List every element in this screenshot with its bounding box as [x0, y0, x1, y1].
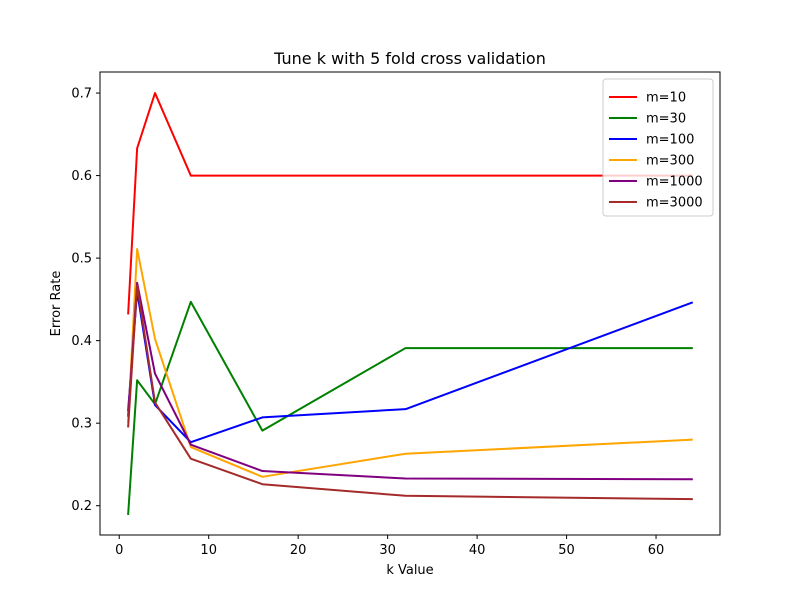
- series-line-m=3000: [127, 284, 693, 501]
- y-tick-label: 0.7: [71, 87, 92, 102]
- x-tick-label: 30: [379, 543, 396, 558]
- legend-label: m=30: [646, 112, 686, 127]
- plot-area: [127, 92, 694, 516]
- x-tick-label: 0: [115, 543, 123, 558]
- y-tick-label: 0.3: [71, 417, 92, 432]
- x-tick-label: 40: [469, 543, 486, 558]
- y-tick-label: 0.5: [71, 252, 92, 267]
- x-tick-label: 60: [648, 543, 665, 558]
- y-axis-label: Error Rate: [49, 271, 64, 337]
- x-tick-label: 50: [558, 543, 575, 558]
- series-line-m=1000: [127, 281, 693, 481]
- x-tick-label: 10: [200, 543, 217, 558]
- y-tick-label: 0.6: [71, 169, 92, 184]
- y-tick-label: 0.2: [71, 499, 92, 514]
- legend-label: m=10: [646, 91, 686, 106]
- legend-label: m=300: [646, 154, 694, 169]
- y-tick-label: 0.4: [71, 334, 92, 349]
- chart-title: Tune k with 5 fold cross validation: [273, 49, 546, 68]
- axis-ticks: 0 10 20 30 40 50 60 0.2 0.3 0.4 0.5 0.6 0.7: [71, 87, 664, 558]
- legend: m=10 m=30 m=100 m=300 m=1000 m=3000: [602, 78, 714, 217]
- x-tick-label: 20: [290, 543, 307, 558]
- legend-label: m=3000: [646, 196, 703, 211]
- axes-frame: [99, 71, 721, 536]
- legend-label: m=1000: [646, 175, 703, 190]
- x-axis-label: k Value: [386, 563, 433, 578]
- series-line-m=30: [127, 300, 693, 516]
- series-line-m=10: [127, 92, 693, 315]
- legend-label: m=100: [646, 133, 694, 148]
- series-line-m=300: [127, 248, 693, 478]
